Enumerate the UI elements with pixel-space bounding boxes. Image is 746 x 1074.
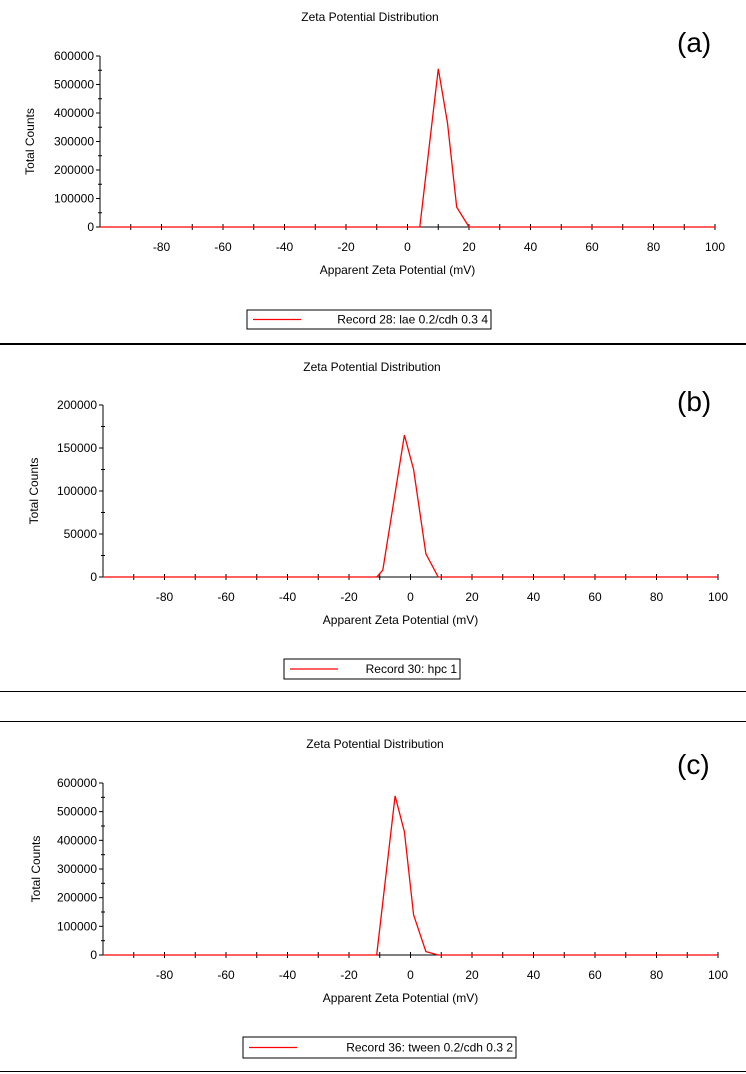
x-tick-label: 0 — [407, 968, 414, 982]
chart-panel-a: Zeta Potential Distribution(a)0100000200… — [23, 10, 725, 330]
x-tick-label: -60 — [214, 240, 232, 254]
x-tick-label: -60 — [217, 590, 235, 604]
panel-label: (a) — [677, 27, 711, 58]
chart-title: Zeta Potential Distribution — [303, 360, 440, 374]
y-tick-label: 0 — [90, 948, 97, 962]
legend-box — [242, 1036, 517, 1059]
panel-divider-1 — [0, 343, 746, 345]
x-tick-label: 100 — [708, 590, 728, 604]
x-tick-label: -40 — [279, 968, 297, 982]
x-tick-label: 80 — [650, 590, 664, 604]
y-tick-label: 100000 — [57, 484, 97, 498]
x-tick-label: 0 — [407, 590, 414, 604]
y-tick-label: 300000 — [57, 862, 97, 876]
y-tick-label: 0 — [87, 220, 94, 234]
x-tick-label: -20 — [340, 968, 358, 982]
panel-divider-3 — [0, 721, 746, 722]
x-tick-label: 40 — [527, 590, 541, 604]
y-tick-label: 300000 — [54, 135, 94, 149]
series-line — [103, 795, 718, 956]
x-tick-label: 60 — [588, 590, 602, 604]
y-tick-label: 500000 — [57, 805, 97, 819]
y-tick-label: 200000 — [57, 891, 97, 905]
y-tick-label: 200000 — [54, 163, 94, 177]
y-axis-label: Total Counts — [29, 836, 43, 903]
x-tick-label: -20 — [337, 240, 355, 254]
x-tick-label: 60 — [588, 968, 602, 982]
y-tick-label: 200000 — [57, 398, 97, 412]
y-axis-label: Total Counts — [23, 108, 37, 175]
y-axis-label: Total Counts — [27, 458, 41, 525]
y-tick-label: 100000 — [57, 919, 97, 933]
x-tick-label: -80 — [156, 590, 174, 604]
chart-panel-c: Zeta Potential Distribution(c)0100000200… — [29, 737, 728, 1059]
y-tick-label: 400000 — [54, 106, 94, 120]
x-axis-label: Apparent Zeta Potential (mV) — [323, 991, 478, 1005]
x-tick-label: 40 — [524, 240, 538, 254]
y-tick-label: 400000 — [57, 833, 97, 847]
x-tick-label: 20 — [465, 968, 479, 982]
x-tick-label: -80 — [153, 240, 171, 254]
x-tick-label: -40 — [279, 590, 297, 604]
x-tick-label: 0 — [404, 240, 411, 254]
chart-title: Zeta Potential Distribution — [306, 737, 443, 751]
chart-panel-b: Zeta Potential Distribution(b)0500001000… — [27, 360, 728, 680]
x-tick-label: 20 — [465, 590, 479, 604]
panel-divider-4 — [0, 1071, 746, 1072]
x-tick-label: -80 — [156, 968, 174, 982]
x-tick-label: -40 — [276, 240, 294, 254]
legend-label: Record 28: lae 0.2/cdh 0.3 4 — [337, 313, 488, 327]
x-tick-label: -60 — [217, 968, 235, 982]
y-tick-label: 0 — [90, 570, 97, 584]
legend-box — [246, 309, 492, 330]
x-tick-label: -20 — [340, 590, 358, 604]
x-axis-label: Apparent Zeta Potential (mV) — [320, 263, 475, 277]
x-tick-label: 40 — [527, 968, 541, 982]
legend-box — [283, 658, 461, 680]
x-tick-label: 80 — [650, 968, 664, 982]
y-tick-label: 100000 — [54, 192, 94, 206]
y-tick-label: 150000 — [57, 441, 97, 455]
y-tick-label: 600000 — [54, 49, 94, 63]
series-line — [100, 68, 715, 228]
x-axis-label: Apparent Zeta Potential (mV) — [323, 613, 478, 627]
legend-label: Record 30: hpc 1 — [366, 662, 458, 676]
x-tick-label: 100 — [708, 968, 728, 982]
series-line — [103, 434, 718, 578]
x-tick-label: 100 — [705, 240, 725, 254]
legend-label: Record 36: tween 0.2/cdh 0.3 2 — [346, 1041, 513, 1055]
x-tick-label: 60 — [585, 240, 599, 254]
panel-label: (b) — [677, 386, 711, 417]
y-tick-label: 50000 — [64, 527, 98, 541]
chart-title: Zeta Potential Distribution — [301, 10, 438, 24]
y-tick-label: 500000 — [54, 78, 94, 92]
x-tick-label: 80 — [647, 240, 661, 254]
panel-label: (c) — [677, 749, 710, 780]
y-tick-label: 600000 — [57, 776, 97, 790]
panel-divider-2 — [0, 691, 746, 692]
x-tick-label: 20 — [462, 240, 476, 254]
